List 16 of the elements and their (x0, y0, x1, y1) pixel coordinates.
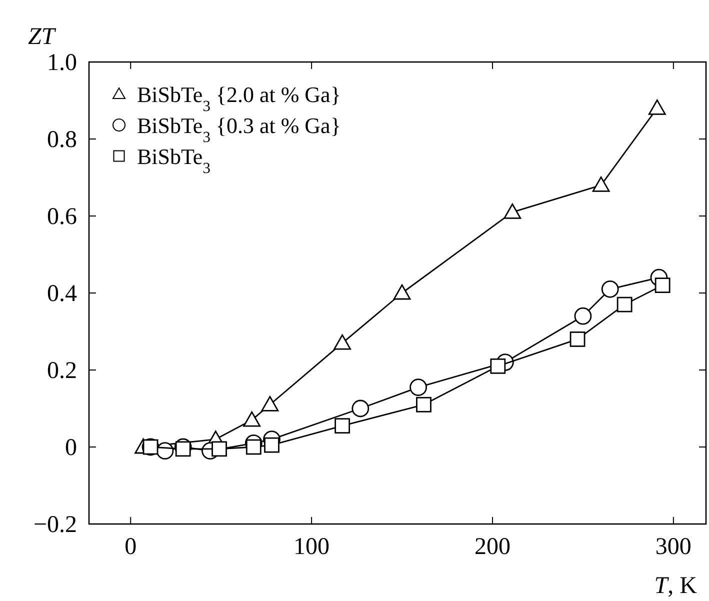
x-axis-title: T, K (654, 573, 698, 599)
legend-label: BiSbTe$_{3}$ (137, 144, 211, 176)
y-axis-title: ZT (28, 24, 56, 50)
x-tick-label: 100 (294, 534, 330, 560)
x-tick-label: 0 (124, 534, 137, 560)
legend-label: BiSbTe$_{3}$ {2.0 at % Ga} (137, 82, 341, 114)
y-tick-label: 1.0 (47, 50, 77, 76)
y-tick-label: 0 (65, 435, 77, 461)
y-tick-label: 0.4 (47, 281, 77, 307)
y-tick-label: −0.2 (33, 512, 77, 538)
legend-label: BiSbTe$_{3}$ {0.3 at % Ga} (137, 113, 341, 146)
y-tick-label: 0.6 (47, 204, 77, 230)
y-tick-label: 0.8 (47, 127, 77, 153)
y-tick-label: 0.2 (47, 358, 77, 384)
x-tick-label: 300 (655, 534, 692, 560)
x-tick-label: 200 (474, 534, 510, 560)
